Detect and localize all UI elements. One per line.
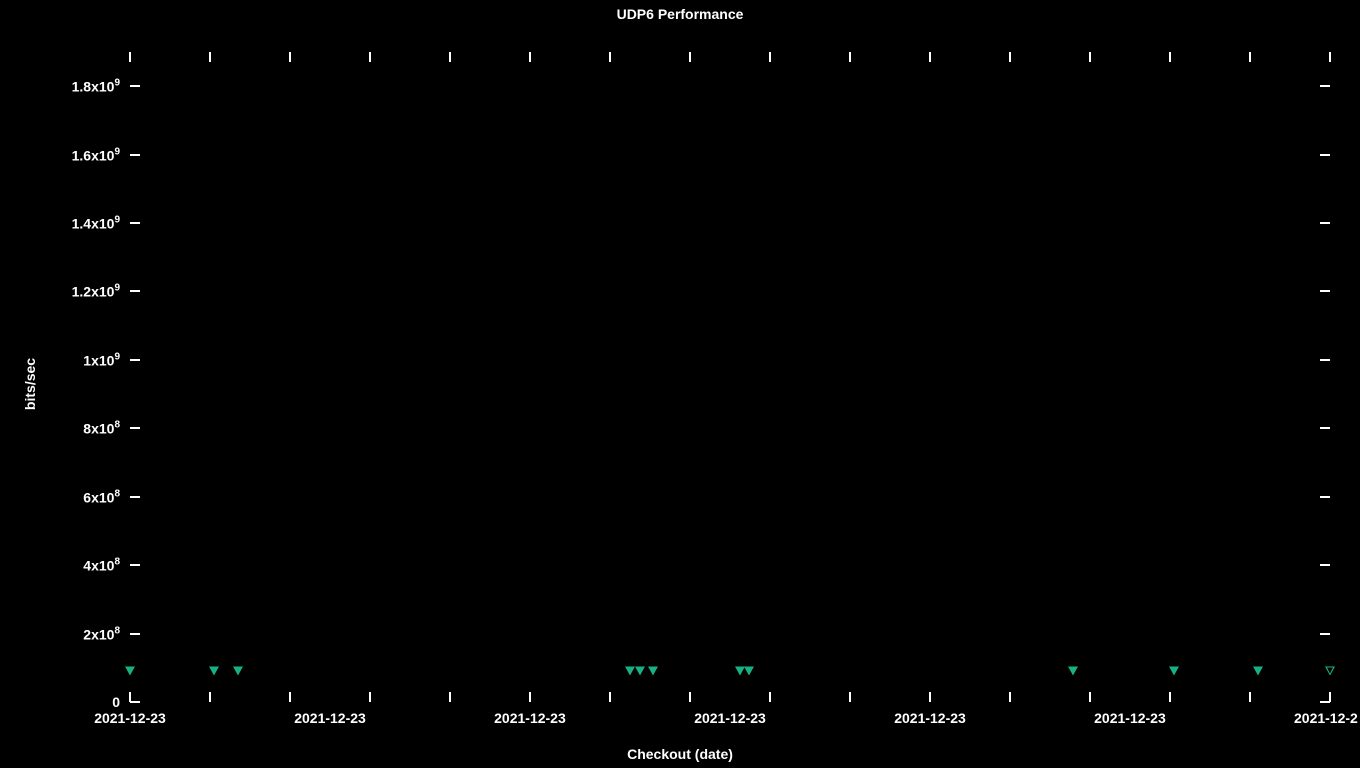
x-tick-mark bbox=[1169, 52, 1171, 62]
x-tick-mark bbox=[929, 52, 931, 62]
data-marker bbox=[1253, 667, 1263, 676]
y-tick-mark bbox=[130, 496, 140, 498]
y-tick-label: 8x108 bbox=[83, 420, 120, 437]
y-tick-mark bbox=[130, 633, 140, 635]
y-tick-label: 4x108 bbox=[83, 557, 120, 574]
x-tick-mark bbox=[609, 692, 611, 702]
x-tick-mark bbox=[1169, 692, 1171, 702]
y-tick-mark bbox=[1320, 359, 1330, 361]
x-tick-label: 2021-12-23 bbox=[894, 710, 966, 726]
x-tick-label: 2021-12-23 bbox=[294, 710, 366, 726]
x-tick-mark bbox=[129, 692, 131, 702]
y-tick-label: 0 bbox=[112, 694, 120, 710]
x-tick-mark bbox=[209, 692, 211, 702]
y-tick-mark bbox=[130, 222, 140, 224]
x-tick-mark bbox=[129, 52, 131, 62]
y-tick-mark bbox=[1320, 290, 1330, 292]
x-tick-mark bbox=[289, 692, 291, 702]
data-marker bbox=[625, 667, 635, 676]
x-axis-label: Checkout (date) bbox=[627, 746, 733, 762]
x-tick-mark bbox=[529, 52, 531, 62]
data-marker bbox=[1325, 667, 1335, 676]
x-tick-mark bbox=[529, 692, 531, 702]
data-marker bbox=[1169, 667, 1179, 676]
x-tick-mark bbox=[769, 52, 771, 62]
data-marker bbox=[744, 667, 754, 676]
x-tick-mark bbox=[449, 52, 451, 62]
y-tick-label: 1.4x109 bbox=[72, 215, 120, 232]
x-tick-mark bbox=[929, 692, 931, 702]
x-tick-mark bbox=[289, 52, 291, 62]
y-tick-mark bbox=[1320, 154, 1330, 156]
x-tick-mark bbox=[849, 692, 851, 702]
x-tick-mark bbox=[849, 52, 851, 62]
x-tick-mark bbox=[1329, 692, 1331, 702]
x-tick-mark bbox=[609, 52, 611, 62]
x-tick-mark bbox=[1249, 692, 1251, 702]
data-marker bbox=[125, 667, 135, 676]
x-tick-mark bbox=[1009, 692, 1011, 702]
y-tick-mark bbox=[130, 359, 140, 361]
y-tick-mark bbox=[1320, 427, 1330, 429]
y-tick-label: 6x108 bbox=[83, 488, 120, 505]
x-tick-mark bbox=[369, 52, 371, 62]
data-marker bbox=[648, 667, 658, 676]
x-tick-label: 2021-12-23 bbox=[494, 710, 566, 726]
x-tick-label: 2021-12-23 bbox=[1094, 710, 1166, 726]
y-tick-label: 1.6x109 bbox=[72, 146, 120, 163]
x-tick-mark bbox=[689, 52, 691, 62]
x-tick-mark bbox=[1089, 52, 1091, 62]
y-tick-mark bbox=[1320, 564, 1330, 566]
y-tick-mark bbox=[1320, 222, 1330, 224]
y-axis-label: bits/sec bbox=[22, 358, 38, 410]
x-tick-mark bbox=[209, 52, 211, 62]
y-tick-label: 1.8x109 bbox=[72, 78, 120, 95]
data-marker bbox=[635, 667, 645, 676]
data-marker bbox=[209, 667, 219, 676]
y-tick-mark bbox=[130, 564, 140, 566]
data-marker bbox=[233, 667, 243, 676]
y-tick-mark bbox=[130, 154, 140, 156]
y-tick-label: 1.2x109 bbox=[72, 283, 120, 300]
y-tick-mark bbox=[1320, 85, 1330, 87]
x-tick-mark bbox=[1089, 692, 1091, 702]
y-tick-mark bbox=[1320, 496, 1330, 498]
y-tick-mark bbox=[130, 290, 140, 292]
y-tick-mark bbox=[1320, 633, 1330, 635]
x-tick-mark bbox=[689, 692, 691, 702]
chart-title: UDP6 Performance bbox=[617, 6, 744, 22]
x-tick-mark bbox=[449, 692, 451, 702]
y-tick-mark bbox=[130, 427, 140, 429]
x-tick-mark bbox=[1329, 52, 1331, 62]
x-tick-mark bbox=[369, 692, 371, 702]
x-tick-mark bbox=[1249, 52, 1251, 62]
x-tick-label: 2021-12-23 bbox=[94, 710, 166, 726]
y-tick-mark bbox=[130, 85, 140, 87]
x-tick-label: 2021-12-23 bbox=[694, 710, 766, 726]
y-tick-label: 2x108 bbox=[83, 625, 120, 642]
x-tick-mark bbox=[1009, 52, 1011, 62]
data-marker bbox=[1068, 667, 1078, 676]
y-tick-mark bbox=[130, 701, 140, 703]
y-tick-label: 1x109 bbox=[83, 352, 120, 369]
x-tick-mark bbox=[769, 692, 771, 702]
data-marker bbox=[735, 667, 745, 676]
x-tick-label: 2021-12-2 bbox=[1294, 710, 1358, 726]
